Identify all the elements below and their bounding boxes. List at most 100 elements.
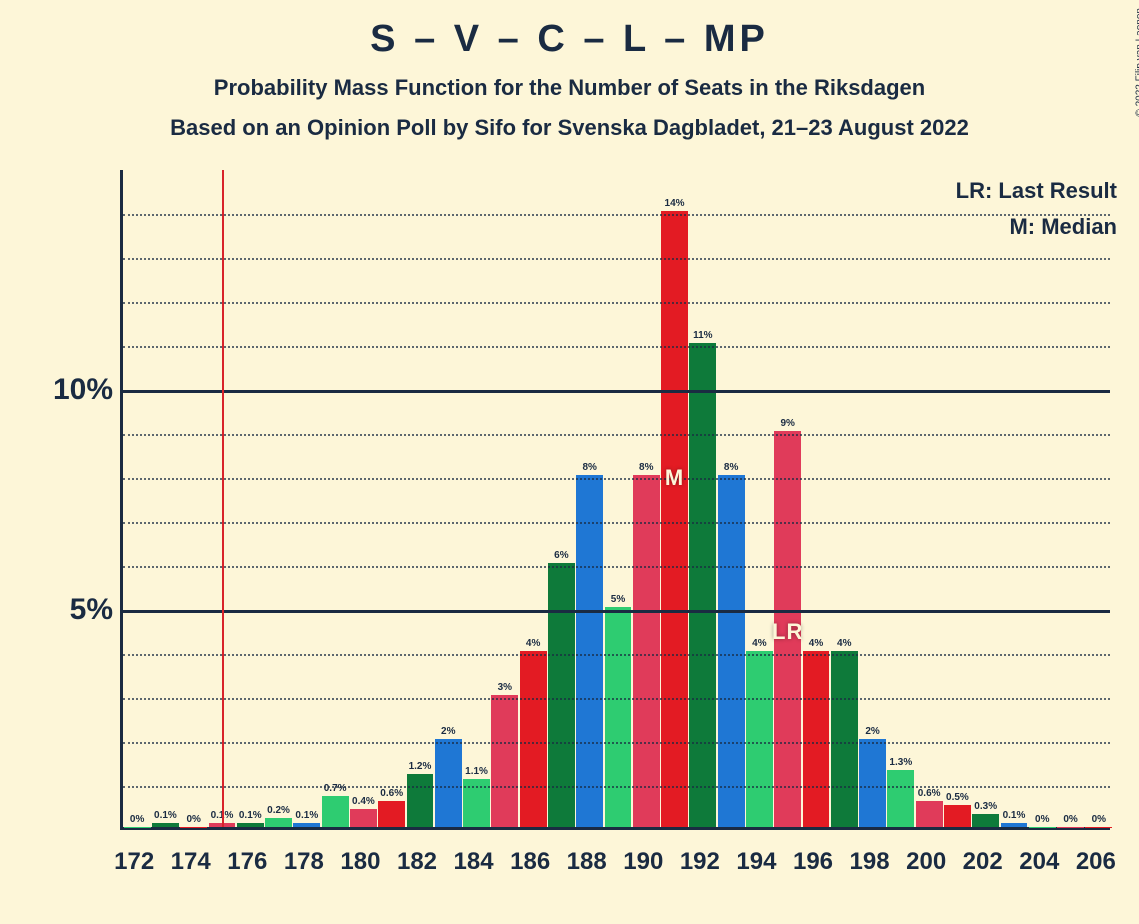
x-tick-label: 194 <box>736 848 776 876</box>
bar-value-label: 0.5% <box>946 792 969 803</box>
bar-value-label: 2% <box>441 726 455 737</box>
x-tick-label: 190 <box>623 848 663 876</box>
bar: 3% <box>491 695 518 827</box>
bar: 0% <box>1057 827 1084 828</box>
bar-value-label: 0.7% <box>324 783 347 794</box>
gridline-minor <box>123 698 1110 700</box>
last-result-marker: LR <box>772 619 803 645</box>
bar: 8% <box>633 475 660 827</box>
bar: 0.1% <box>1001 823 1028 827</box>
bar-value-label: 4% <box>837 638 851 649</box>
bar-value-label: 2% <box>865 726 879 737</box>
bar: 0.6% <box>916 801 943 827</box>
bar-value-label: 1.3% <box>889 757 912 768</box>
plot-area: 0%0.1%0%0.1%0.1%0.2%0.1%0.7%0.4%0.6%1.2%… <box>120 170 1110 830</box>
bar-value-label: 11% <box>693 330 712 341</box>
bar-value-label: 0.6% <box>918 788 941 799</box>
bar: 0% <box>1029 827 1056 828</box>
x-tick-label: 182 <box>397 848 437 876</box>
bar-value-label: 8% <box>724 462 738 473</box>
bar: 8% <box>718 475 745 827</box>
gridline-minor <box>123 566 1110 568</box>
bar-value-label: 5% <box>611 594 625 605</box>
y-axis-label: 10% <box>53 373 113 407</box>
bar: 0% <box>1085 827 1112 828</box>
bar: 8% <box>576 475 603 827</box>
median-marker: M <box>665 465 684 491</box>
bar-value-label: 6% <box>554 550 568 561</box>
x-tick-label: 174 <box>171 848 211 876</box>
x-tick-label: 172 <box>114 848 154 876</box>
gridline-minor <box>123 258 1110 260</box>
x-tick-label: 186 <box>510 848 550 876</box>
bar: 0.7% <box>322 796 349 827</box>
last-result-line <box>222 170 224 827</box>
bar-value-label: 4% <box>809 638 823 649</box>
bar-value-label: 4% <box>752 638 766 649</box>
bar: 5% <box>605 607 632 827</box>
bar-value-label: 0.2% <box>267 805 290 816</box>
bar-value-label: 0.4% <box>352 796 375 807</box>
bar: 0.6% <box>378 801 405 827</box>
bar: 0.3% <box>972 814 999 827</box>
x-tick-label: 180 <box>340 848 380 876</box>
bar-value-label: 8% <box>639 462 653 473</box>
bar-value-label: 0.1% <box>239 810 262 821</box>
x-tick-label: 178 <box>284 848 324 876</box>
gridline-minor <box>123 346 1110 348</box>
bar: 2% <box>859 739 886 827</box>
bar: 0.5% <box>944 805 971 827</box>
x-tick-label: 188 <box>567 848 607 876</box>
bar: 0% <box>124 827 151 828</box>
bar: 0.1% <box>293 823 320 827</box>
bar: 0.1% <box>237 823 264 827</box>
bar-value-label: 9% <box>780 418 794 429</box>
bar-value-label: 0.6% <box>380 788 403 799</box>
chart-title: S – V – C – L – MP <box>0 0 1139 61</box>
bar: 1.3% <box>887 770 914 827</box>
gridline-major <box>123 390 1110 393</box>
bar-value-label: 14% <box>665 198 685 209</box>
bar: 0.2% <box>265 818 292 827</box>
bar: 2% <box>435 739 462 827</box>
bar: 1.2% <box>407 774 434 827</box>
credit-text: © 2022 Filip van Laenen <box>1135 8 1139 117</box>
bar-value-label: 1.1% <box>465 766 488 777</box>
chart-subtitle: Probability Mass Function for the Number… <box>0 75 1139 101</box>
bar-value-label: 0.1% <box>1003 810 1026 821</box>
gridline-minor <box>123 214 1110 216</box>
x-tick-label: 206 <box>1076 848 1116 876</box>
bar: 11% <box>689 343 716 827</box>
gridline-minor <box>123 654 1110 656</box>
bar-value-label: 0% <box>1035 814 1049 825</box>
chart-container: S – V – C – L – MP Probability Mass Func… <box>0 0 1139 924</box>
gridline-minor <box>123 786 1110 788</box>
x-tick-label: 176 <box>227 848 267 876</box>
y-axis-label: 5% <box>70 593 113 627</box>
bar-value-label: 0% <box>130 814 144 825</box>
x-axis: 1721741761781801821841861881901921941961… <box>120 838 1110 888</box>
gridline-minor <box>123 434 1110 436</box>
bar: 0% <box>180 827 207 828</box>
x-tick-label: 192 <box>680 848 720 876</box>
bar: 4% <box>746 651 773 827</box>
gridline-minor <box>123 742 1110 744</box>
bar-value-label: 0.1% <box>295 810 318 821</box>
gridline-minor <box>123 478 1110 480</box>
bar: 4% <box>831 651 858 827</box>
bar-value-label: 8% <box>582 462 596 473</box>
x-tick-label: 202 <box>963 848 1003 876</box>
chart-subtitle2: Based on an Opinion Poll by Sifo for Sve… <box>0 115 1139 141</box>
bar: 4% <box>520 651 547 827</box>
x-tick-label: 204 <box>1019 848 1059 876</box>
x-tick-label: 198 <box>850 848 890 876</box>
bar-value-label: 4% <box>526 638 540 649</box>
bar-value-label: 3% <box>498 682 512 693</box>
bar-value-label: 0.1% <box>154 810 177 821</box>
gridline-minor <box>123 522 1110 524</box>
x-tick-label: 196 <box>793 848 833 876</box>
bar: 0.4% <box>350 809 377 827</box>
gridline-minor <box>123 302 1110 304</box>
bar-value-label: 0% <box>1063 814 1077 825</box>
bar-value-label: 0.3% <box>974 801 997 812</box>
